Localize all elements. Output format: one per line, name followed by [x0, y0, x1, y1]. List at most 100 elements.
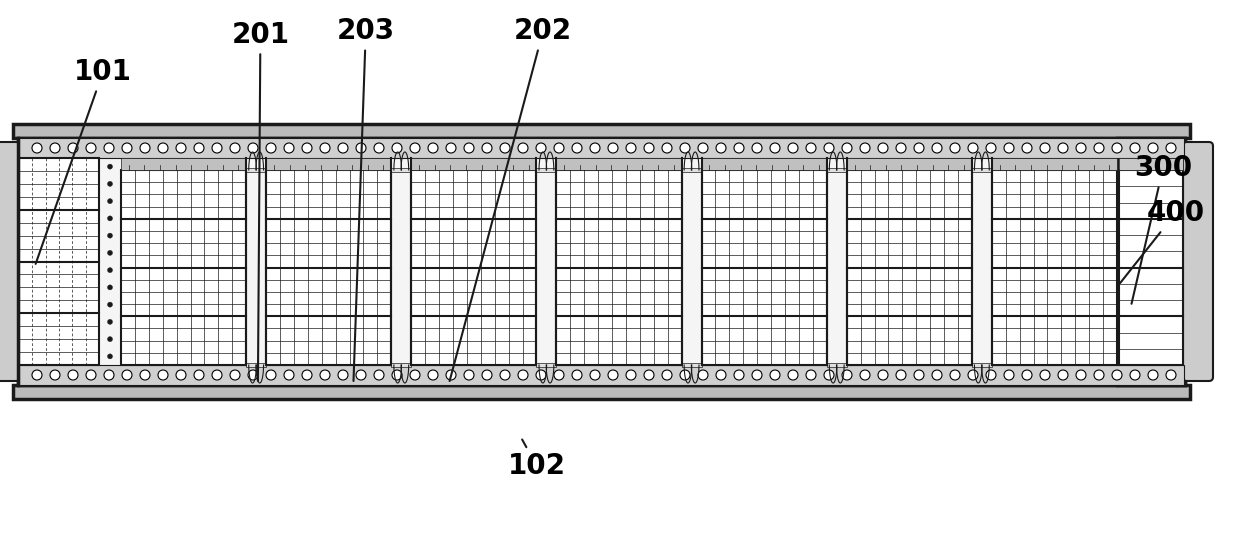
Bar: [1118, 158, 1183, 170]
FancyBboxPatch shape: [1183, 142, 1213, 381]
Circle shape: [878, 143, 888, 153]
Circle shape: [86, 143, 95, 153]
Circle shape: [374, 370, 384, 380]
Circle shape: [932, 143, 942, 153]
Bar: [1118, 170, 1183, 365]
Circle shape: [950, 143, 960, 153]
Circle shape: [267, 370, 277, 380]
Circle shape: [320, 370, 330, 380]
Bar: [267, 170, 392, 365]
Circle shape: [32, 370, 42, 380]
Circle shape: [356, 370, 366, 380]
Bar: [702, 170, 827, 365]
Bar: [12, 385, 1190, 399]
Circle shape: [176, 370, 186, 380]
Bar: [682, 363, 702, 367]
Circle shape: [1058, 143, 1068, 153]
Circle shape: [644, 370, 653, 380]
Circle shape: [806, 370, 816, 380]
Bar: [412, 158, 537, 170]
Circle shape: [108, 319, 113, 325]
Circle shape: [212, 370, 222, 380]
Text: 201: 201: [232, 21, 289, 381]
Circle shape: [680, 370, 689, 380]
Circle shape: [914, 143, 924, 153]
Circle shape: [140, 143, 150, 153]
Text: 202: 202: [450, 17, 572, 381]
Circle shape: [176, 143, 186, 153]
Circle shape: [284, 370, 294, 380]
Circle shape: [787, 143, 799, 153]
Circle shape: [50, 143, 60, 153]
Bar: [557, 170, 682, 365]
Circle shape: [68, 143, 78, 153]
Circle shape: [914, 370, 924, 380]
Circle shape: [1112, 370, 1122, 380]
Circle shape: [751, 370, 763, 380]
Circle shape: [86, 370, 95, 380]
Circle shape: [104, 143, 114, 153]
Circle shape: [140, 370, 150, 380]
Circle shape: [932, 370, 942, 380]
Circle shape: [108, 251, 113, 255]
Circle shape: [644, 143, 653, 153]
Circle shape: [770, 143, 780, 153]
Circle shape: [248, 370, 258, 380]
Circle shape: [303, 370, 312, 380]
Circle shape: [410, 143, 420, 153]
Circle shape: [842, 143, 852, 153]
Circle shape: [284, 143, 294, 153]
Circle shape: [536, 143, 546, 153]
Circle shape: [878, 370, 888, 380]
Circle shape: [770, 370, 780, 380]
Circle shape: [32, 143, 42, 153]
Circle shape: [108, 164, 113, 169]
Bar: [392, 363, 412, 367]
Bar: [122, 158, 247, 170]
Bar: [847, 158, 972, 170]
Circle shape: [428, 370, 438, 380]
Circle shape: [626, 370, 636, 380]
Circle shape: [861, 143, 870, 153]
Circle shape: [229, 143, 241, 153]
Circle shape: [108, 233, 113, 238]
Circle shape: [897, 143, 906, 153]
Circle shape: [108, 199, 113, 204]
Circle shape: [482, 143, 492, 153]
Circle shape: [698, 370, 708, 380]
Circle shape: [339, 370, 348, 380]
Circle shape: [626, 143, 636, 153]
Circle shape: [108, 302, 113, 307]
Circle shape: [1004, 370, 1014, 380]
Bar: [122, 170, 247, 365]
Circle shape: [428, 143, 438, 153]
Bar: [19, 158, 99, 365]
Text: 300: 300: [1132, 154, 1192, 304]
Bar: [847, 170, 972, 365]
Circle shape: [1004, 143, 1014, 153]
Text: 102: 102: [508, 440, 565, 480]
Bar: [247, 168, 267, 172]
Circle shape: [536, 370, 546, 380]
Circle shape: [267, 143, 277, 153]
Bar: [702, 158, 827, 170]
Bar: [972, 168, 992, 172]
Circle shape: [108, 354, 113, 359]
Circle shape: [734, 370, 744, 380]
Circle shape: [1094, 143, 1104, 153]
Circle shape: [108, 216, 113, 221]
Circle shape: [662, 370, 672, 380]
Bar: [682, 168, 702, 172]
Circle shape: [1040, 370, 1050, 380]
Circle shape: [1112, 143, 1122, 153]
Circle shape: [715, 370, 725, 380]
Circle shape: [734, 143, 744, 153]
Circle shape: [446, 143, 456, 153]
Bar: [992, 158, 1117, 170]
Circle shape: [897, 370, 906, 380]
Circle shape: [157, 370, 167, 380]
Bar: [19, 365, 1184, 385]
Circle shape: [464, 370, 474, 380]
Circle shape: [861, 370, 870, 380]
Bar: [972, 363, 992, 367]
